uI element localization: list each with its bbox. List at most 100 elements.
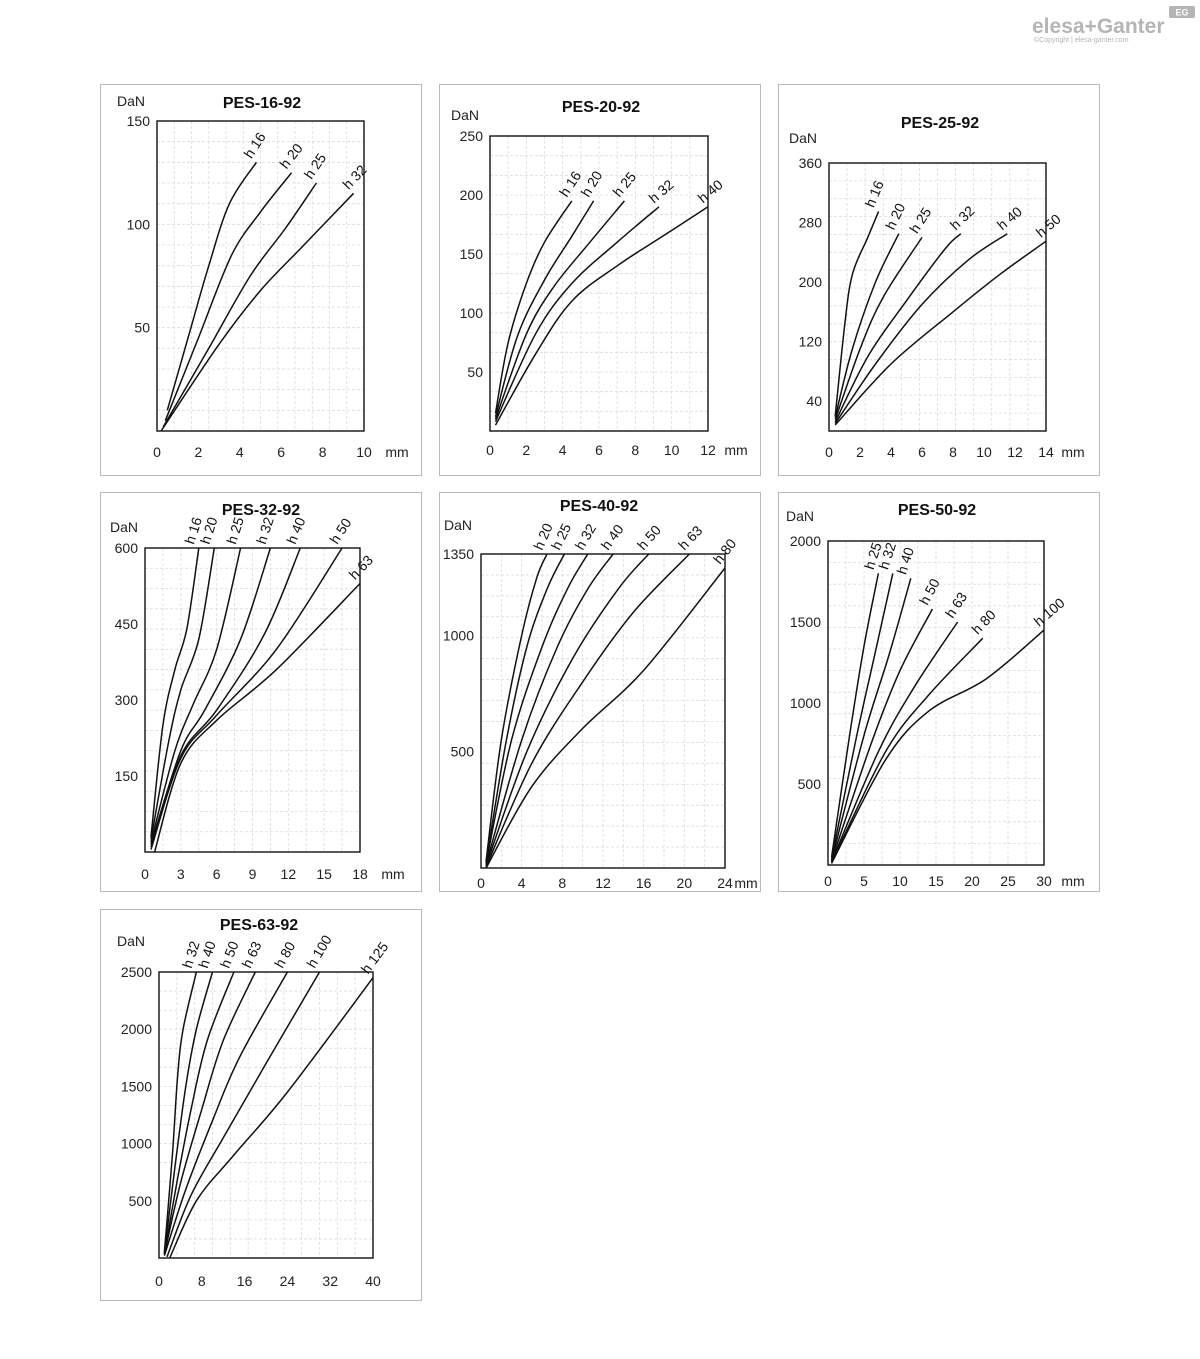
series-line — [834, 240, 1047, 426]
chart-panel-pes-20-92: PES-20-92 DaN mm 0 2 4 6 8 10 12 50 100 150 200 250 h 1… — [439, 84, 761, 476]
chart-svg: PES-50-92 DaN mm 0 5 10 15 20 25 30 500 1000 1500 200… — [786, 502, 1085, 889]
x-tick-label: 8 — [949, 444, 957, 460]
series-line — [150, 547, 200, 837]
series-line — [494, 206, 660, 422]
y-axis-label: DaN — [110, 519, 138, 535]
y-axis-label: DaN — [451, 107, 479, 123]
series-label: h 25 — [906, 204, 934, 236]
series-line — [485, 553, 614, 865]
y-tick-label: 1000 — [443, 627, 474, 643]
chart-svg: PES-16-92 DaN mm 0 2 4 6 8 10 50 100 150 h 16 h 20h 2… — [117, 93, 409, 460]
y-tick-label: 1500 — [790, 614, 821, 630]
y-tick-label: 280 — [799, 215, 823, 231]
y-tick-label: 50 — [467, 364, 483, 380]
series-label: h 32 — [339, 161, 370, 192]
y-tick-label: 1000 — [790, 695, 821, 711]
chart-title: PES-63-92 — [220, 917, 298, 934]
x-tick-label: 6 — [595, 442, 603, 458]
series-label: h 63 — [239, 939, 265, 971]
x-tick-label: 8 — [631, 442, 639, 458]
grid — [828, 541, 1044, 865]
grid — [481, 554, 725, 868]
series-line — [830, 629, 1045, 864]
x-tick-label: 4 — [236, 444, 244, 460]
y-tick-label: 150 — [115, 768, 139, 784]
chart-title: PES-25-92 — [901, 115, 979, 132]
grid — [145, 548, 360, 852]
chart-title: PES-40-92 — [560, 498, 638, 515]
x-tick-label: 0 — [141, 866, 149, 882]
series-label: h 80 — [271, 939, 298, 971]
x-tick-label: 30 — [1036, 873, 1052, 889]
series-line — [485, 553, 650, 866]
y-tick-label: 500 — [129, 1193, 153, 1209]
plot-frame — [144, 547, 361, 853]
grid — [157, 121, 364, 431]
series-line — [163, 971, 214, 1254]
series-label: h 50 — [1033, 211, 1064, 241]
y-tick-label: 2500 — [121, 964, 152, 980]
x-tick-label: 0 — [153, 444, 161, 460]
plot-frame — [158, 971, 374, 1259]
series-line — [163, 971, 198, 1253]
logo-copyright: ©Copyright | elesa-ganter.com — [1034, 36, 1129, 44]
y-tick-label: 500 — [451, 744, 475, 760]
chart-panel-pes-25-92: PES-25-92 DaN mm 0 2 4 6 8 10 12 14 40 120 200 280 360 h… — [778, 84, 1100, 476]
grid — [159, 972, 373, 1258]
y-tick-label: 100 — [460, 305, 484, 321]
y-axis-label: DaN — [444, 517, 472, 533]
y-tick-label: 500 — [798, 776, 822, 792]
x-axis-label: mm — [381, 866, 404, 882]
series-line — [150, 547, 343, 850]
plot-frame — [156, 120, 365, 432]
x-tick-label: 0 — [824, 873, 832, 889]
series-label: h 32 — [572, 521, 600, 553]
series-label: h 20 — [276, 140, 306, 171]
series-label: h 100 — [1031, 594, 1068, 629]
series-label: h 100 — [303, 932, 335, 971]
y-tick-label: 200 — [460, 187, 484, 203]
x-tick-label: 5 — [860, 873, 868, 889]
y-tick-label: 450 — [115, 616, 139, 632]
y-tick-label: 360 — [799, 155, 823, 171]
series-label: h 40 — [598, 521, 627, 553]
logo-graphic: EG elesa+Ganter ©Copyright | elesa-gante… — [1032, 6, 1195, 44]
series-label: h 50 — [217, 939, 242, 970]
series-line — [494, 200, 595, 417]
chart-panel-pes-40-92: PES-40-92 DaN mm 0 4 8 12 16 20 24 500 1000 1350 h 20… — [439, 492, 761, 892]
series-line — [834, 233, 962, 423]
x-tick-label: 6 — [213, 866, 221, 882]
x-tick-label: 3 — [177, 866, 185, 882]
y-axis-label: DaN — [786, 508, 814, 524]
series-label: h 40 — [695, 176, 726, 206]
chart-svg: PES-63-92 DaN 0 8 16 24 32 40 500 1000 1500 2000 250… — [117, 917, 392, 1289]
series-line — [162, 182, 318, 428]
x-tick-label: 6 — [277, 444, 285, 460]
x-tick-label: 14 — [1038, 444, 1054, 460]
series-line — [830, 573, 880, 858]
y-axis-label: DaN — [117, 93, 145, 109]
x-tick-label: 12 — [281, 866, 297, 882]
plot-frame — [480, 553, 726, 869]
series-line — [494, 200, 573, 414]
chart-panel-pes-16-92: PES-16-92 DaN mm 0 2 4 6 8 10 50 100 150 h 16 h 20 h 2… — [100, 84, 422, 476]
y-tick-label: 50 — [134, 320, 150, 336]
series-line — [163, 971, 289, 1256]
y-axis-label: DaN — [789, 130, 817, 146]
series-line — [485, 553, 566, 863]
series-line — [834, 236, 923, 421]
x-axis-label: mm — [1061, 873, 1084, 889]
x-tick-label: 10 — [356, 444, 372, 460]
logo-brand-text: elesa+Ganter — [1032, 15, 1165, 38]
x-tick-label: 15 — [316, 866, 332, 882]
series-line — [834, 211, 880, 417]
x-tick-label: 0 — [477, 875, 485, 891]
series-line — [164, 172, 293, 421]
y-tick-label: 100 — [127, 216, 151, 232]
x-tick-label: 0 — [486, 442, 494, 458]
x-tick-label: 8 — [558, 875, 566, 891]
y-tick-label: 600 — [115, 540, 139, 556]
series-line — [150, 547, 242, 843]
series-line — [494, 206, 709, 426]
